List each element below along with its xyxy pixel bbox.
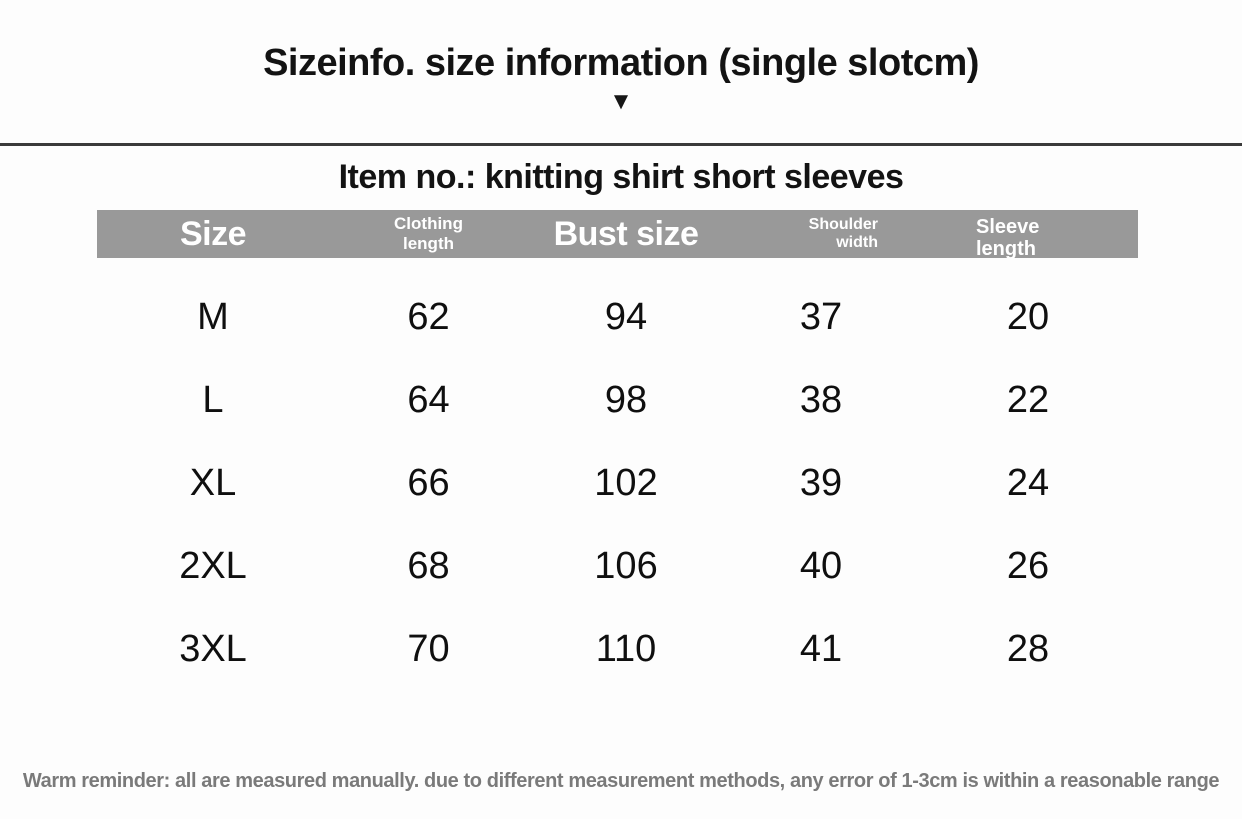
- cell-shoulder-width: 37: [799, 296, 843, 338]
- header-cell-shoulder-width: Shoulder width: [808, 215, 878, 251]
- triangle-down-icon: ▼: [609, 88, 633, 115]
- table-row: M 62 94 37 20: [97, 276, 1138, 359]
- cell-shoulder-width: 38: [799, 379, 843, 421]
- cell-size: 2XL: [179, 545, 247, 587]
- header-cell-clothing-length: Clothing length: [394, 214, 463, 253]
- cell-clothing-length: 62: [407, 296, 450, 338]
- cell-sleeve-length: 26: [1006, 545, 1050, 587]
- header-cell-sleeve-length: Sleeve length: [976, 216, 1040, 258]
- table-body: M 62 94 37 20 L 64 98 38 22 XL 66 102 39…: [97, 276, 1138, 691]
- cell-bust-size: 98: [604, 379, 648, 421]
- warm-reminder-note: Warm reminder: all are measured manually…: [22, 770, 1220, 792]
- cell-sleeve-length: 28: [1006, 628, 1050, 670]
- cell-bust-size: 102: [594, 462, 658, 504]
- table-header-row: Size Clothing length Bust size Shoulder …: [97, 210, 1138, 258]
- cell-clothing-length: 64: [407, 379, 450, 421]
- cell-shoulder-width: 40: [799, 545, 843, 587]
- cell-shoulder-width: 41: [799, 628, 843, 670]
- size-table: Size Clothing length Bust size Shoulder …: [97, 210, 1138, 691]
- cell-bust-size: 94: [604, 296, 648, 338]
- cell-sleeve-length: 20: [1006, 296, 1050, 338]
- cell-size: M: [197, 296, 229, 338]
- header-cell-bust-size: Bust size: [553, 214, 699, 253]
- cell-sleeve-length: 22: [1006, 379, 1050, 421]
- cell-sleeve-length: 24: [1006, 462, 1050, 504]
- table-row: L 64 98 38 22: [97, 359, 1138, 442]
- header-cell-size: Size: [179, 214, 247, 253]
- cell-shoulder-width: 39: [799, 462, 843, 504]
- cell-clothing-length: 68: [407, 545, 450, 587]
- table-row: 3XL 70 110 41 28: [97, 608, 1138, 691]
- table-row: 2XL 68 106 40 26: [97, 525, 1138, 608]
- cell-size: L: [202, 379, 224, 421]
- cell-clothing-length: 70: [407, 628, 450, 670]
- cell-size: 3XL: [179, 628, 247, 670]
- section-divider: [0, 143, 1242, 146]
- cell-bust-size: 106: [594, 545, 658, 587]
- cell-size: XL: [189, 462, 237, 504]
- cell-bust-size: 110: [595, 628, 657, 670]
- page-title: Sizeinfo. size information (single slotc…: [263, 42, 979, 84]
- item-number-heading: Item no.: knitting shirt short sleeves: [338, 158, 904, 196]
- cell-clothing-length: 66: [407, 462, 450, 504]
- table-row: XL 66 102 39 24: [97, 442, 1138, 525]
